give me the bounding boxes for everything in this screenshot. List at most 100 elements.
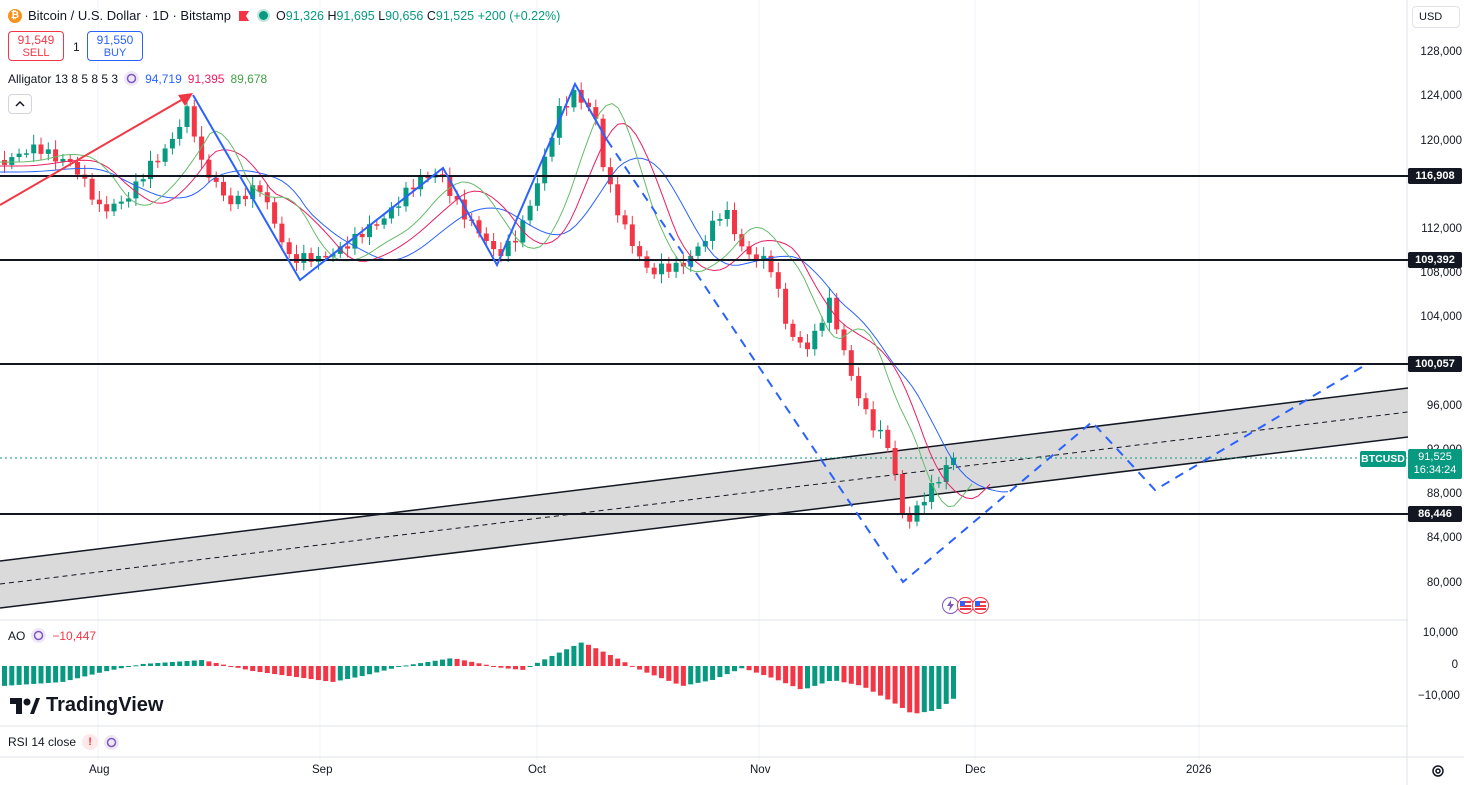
candle-body <box>155 160 161 163</box>
ao-bar <box>790 666 796 687</box>
tradingview-logo[interactable]: TradingView <box>10 694 163 717</box>
level-label: 86,446 <box>1408 506 1462 522</box>
candle-body <box>921 501 927 506</box>
ao-bar <box>177 661 183 666</box>
ao-bar <box>936 666 942 710</box>
level-label: 100,057 <box>1408 356 1462 372</box>
us-flag-icon <box>957 597 974 614</box>
ao-bar <box>885 666 891 700</box>
ao-bar <box>199 660 205 666</box>
price-axis-tick: 88,000 <box>1426 488 1462 500</box>
ao-bar <box>899 666 905 708</box>
ao-bar <box>491 666 497 667</box>
flag-icon[interactable] <box>237 9 251 23</box>
ao-bar <box>878 666 883 696</box>
candle-body <box>45 149 51 154</box>
candle-body <box>367 224 372 238</box>
candle-body <box>213 177 219 182</box>
candle-body <box>279 223 285 243</box>
ao-bar <box>768 666 774 678</box>
candle-body <box>9 157 15 165</box>
ao-bar <box>345 666 351 679</box>
candle-body <box>96 199 102 205</box>
ao-bar <box>542 659 548 666</box>
warning-icon[interactable]: ! <box>82 734 99 750</box>
candle-body <box>513 240 518 243</box>
ao-bar <box>498 666 504 668</box>
ao-bar <box>907 666 913 713</box>
candle-body <box>140 179 146 182</box>
ao-bar <box>622 662 628 666</box>
alligator-teeth-value: 91,395 <box>187 71 225 86</box>
ao-bar <box>250 666 256 672</box>
time-axis-tick: Aug <box>89 764 110 776</box>
last-price-label: 91,525 16:34:24 <box>1408 449 1462 479</box>
ao-bar <box>191 660 197 666</box>
candle-body <box>739 234 745 247</box>
ao-bar <box>724 666 730 675</box>
ao-bar <box>644 666 650 673</box>
change-value: +200 (+0.22%) <box>477 8 561 23</box>
quantity-field[interactable]: 1 <box>73 40 80 54</box>
candle-body <box>447 176 453 196</box>
candle-body <box>53 149 59 162</box>
ao-bar <box>461 660 467 666</box>
candle-body <box>651 267 657 275</box>
candle-body <box>286 242 292 255</box>
zigzag-line <box>192 81 608 282</box>
ao-bar <box>688 666 694 685</box>
ao-bar <box>929 666 935 711</box>
buy-button[interactable]: 91,550 BUY <box>87 31 143 61</box>
ao-axis-tick: −10,000 <box>1418 690 1460 702</box>
candle-body <box>943 465 949 482</box>
symbol-title[interactable]: Bitcoin / U.S. Dollar · 1D · Bitstamp <box>28 8 231 23</box>
rsi-legend[interactable]: RSI 14 close ! <box>8 734 120 750</box>
ao-bar <box>761 666 767 676</box>
candle-body <box>856 375 862 399</box>
ao-bar <box>527 666 533 667</box>
alligator-legend[interactable]: Alligator 13 8 5 8 5 3 94,719 91,395 89,… <box>8 71 267 86</box>
ao-bar <box>702 666 708 682</box>
candle-body <box>549 137 555 157</box>
candle-body <box>527 205 533 221</box>
price-axis-tick: 96,000 <box>1426 400 1462 412</box>
channel-upper-line <box>0 387 1409 562</box>
ao-bar <box>732 666 737 672</box>
ao-value: −10,447 <box>52 628 97 643</box>
low-value: 90,656 <box>385 8 424 23</box>
ao-bar <box>367 666 372 675</box>
candle-body <box>272 202 278 224</box>
candle-body <box>476 220 482 234</box>
candle-body <box>388 207 394 219</box>
ao-bar <box>31 666 37 684</box>
ao-bar <box>534 662 540 666</box>
ao-bar <box>162 662 168 666</box>
refresh-icon[interactable] <box>31 628 47 643</box>
ao-label: AO <box>8 628 26 643</box>
ao-bar <box>148 663 153 666</box>
settings-gear-icon[interactable] <box>1430 763 1446 779</box>
currency-select[interactable]: USD <box>1412 6 1460 28</box>
ao-bar <box>221 664 226 666</box>
ao-bar <box>381 666 387 671</box>
ao-bar <box>264 666 270 674</box>
time-axis-tick: Sep <box>312 764 333 776</box>
time-axis-tick: Oct <box>528 764 546 776</box>
ao-bar <box>279 666 285 676</box>
ao-bar <box>615 658 621 666</box>
ao-legend[interactable]: AO −10,447 <box>8 628 96 643</box>
ao-bar <box>53 666 59 683</box>
ao-bar <box>775 666 781 681</box>
candle-body <box>797 336 803 343</box>
collapse-legend-button[interactable] <box>8 94 32 114</box>
candle-body <box>534 183 540 206</box>
sell-button[interactable]: 91,549 SELL <box>8 31 64 61</box>
candle-body <box>242 195 248 200</box>
candle-body <box>374 224 380 226</box>
event-markers[interactable] <box>942 597 989 614</box>
price-axis-tick: 84,000 <box>1426 532 1462 544</box>
refresh-icon[interactable] <box>124 71 140 86</box>
ao-bar <box>330 666 336 682</box>
refresh-icon[interactable] <box>104 734 120 750</box>
